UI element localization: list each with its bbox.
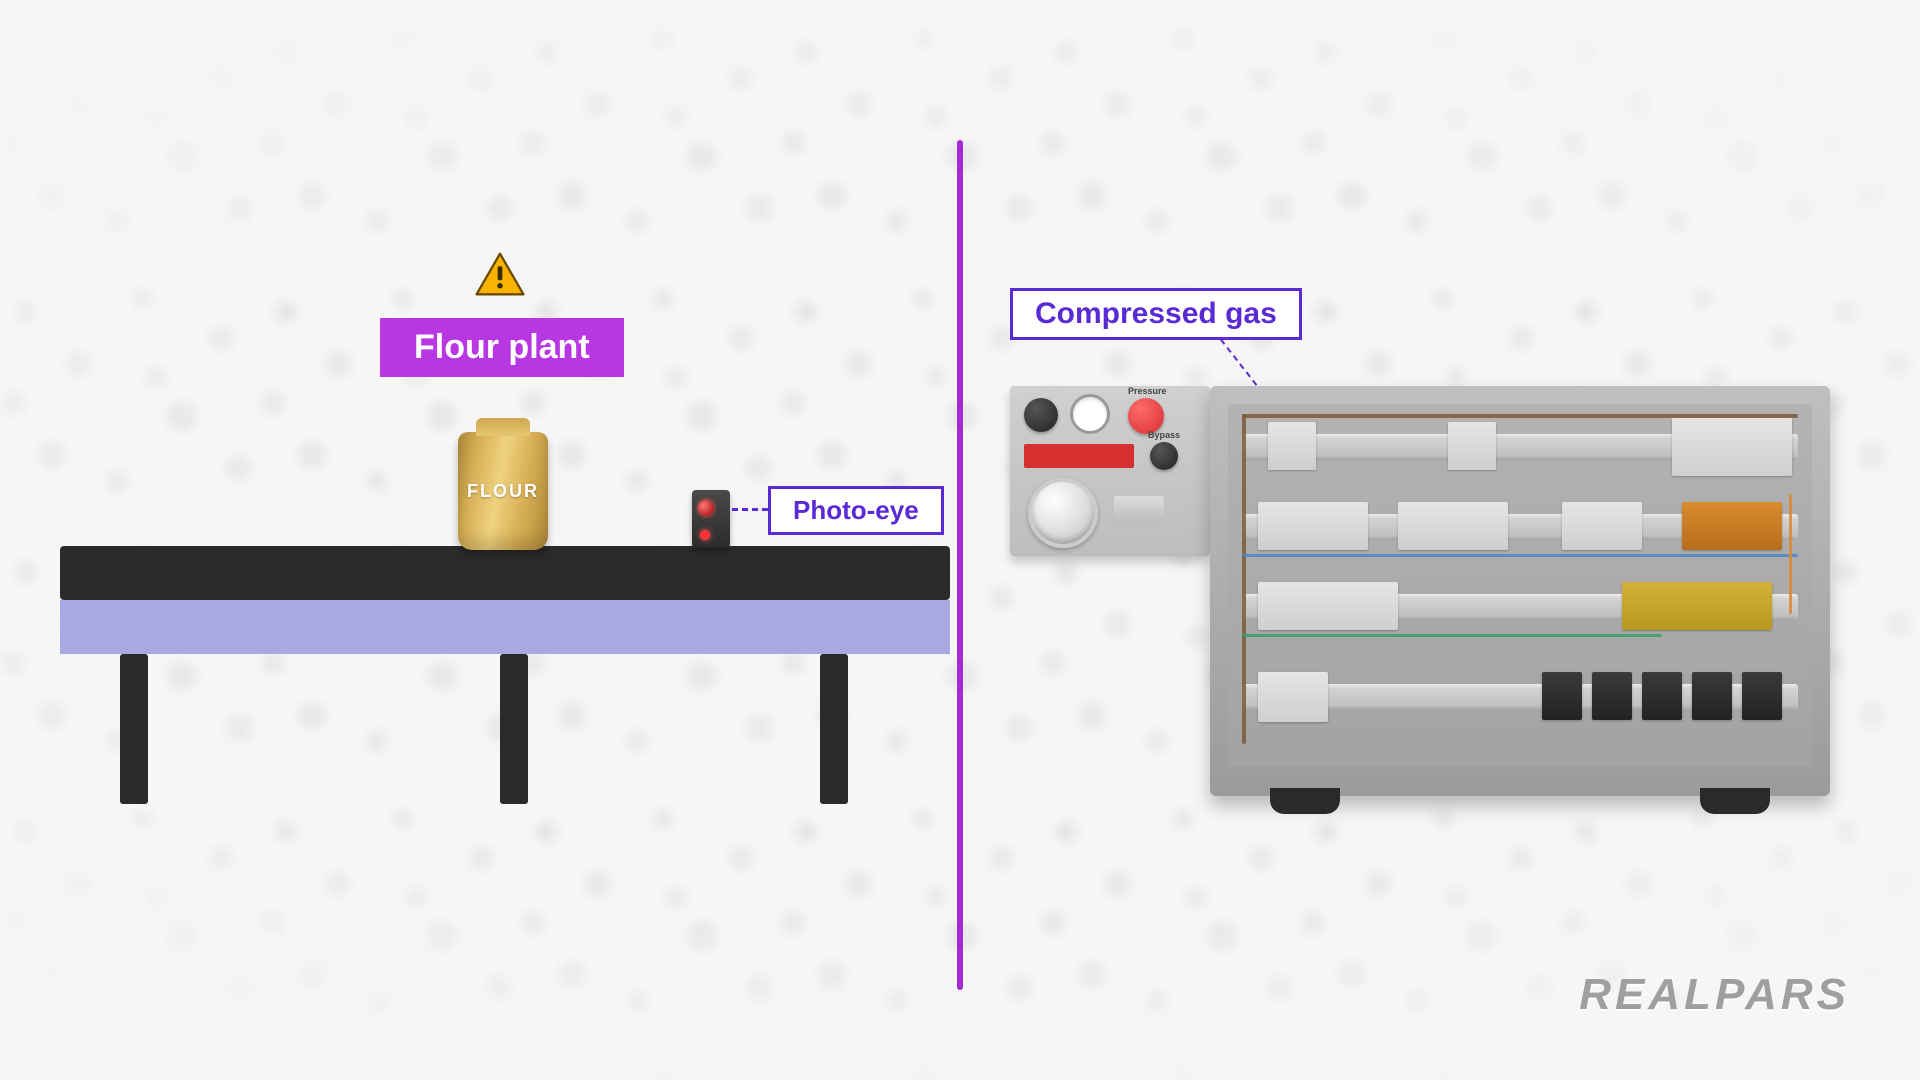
flour-plant-title: Flour plant xyxy=(380,318,624,377)
sensor-lens-icon xyxy=(698,500,714,516)
relay-module xyxy=(1592,672,1632,720)
compressed-gas-label: Compressed gas xyxy=(1010,288,1302,340)
terminal-block-orange xyxy=(1682,502,1782,550)
electrical-cabinet xyxy=(1210,386,1830,796)
center-divider xyxy=(957,140,963,990)
bypass-knob xyxy=(1150,442,1178,470)
wire xyxy=(1242,634,1662,637)
relay-module xyxy=(1542,672,1582,720)
warning-icon xyxy=(475,252,525,296)
photo-eye-label: Photo-eye xyxy=(768,486,944,535)
cabinet-foot xyxy=(1700,788,1770,814)
flour-bag: FLOUR xyxy=(458,432,548,550)
terminal-block xyxy=(1562,502,1642,550)
terminal-block xyxy=(1398,502,1508,550)
power-supply xyxy=(1258,672,1328,722)
terminal-block-yellow xyxy=(1622,582,1772,630)
conveyor-leg xyxy=(120,654,148,804)
pressure-gauge-icon xyxy=(1070,394,1110,434)
realpars-logo: REALPARS xyxy=(1579,970,1850,1020)
sensor-led-icon xyxy=(700,530,710,540)
conveyor-leg xyxy=(500,654,528,804)
panel-button-dark xyxy=(1024,398,1058,432)
plc-module xyxy=(1672,418,1792,476)
indicator-bar xyxy=(1024,444,1134,468)
panel-switch xyxy=(1114,496,1164,524)
wire xyxy=(1242,554,1798,557)
control-panel: Pressure Bypass xyxy=(1010,386,1210,556)
pressure-button xyxy=(1128,398,1164,434)
conveyor-underlayer xyxy=(60,600,950,654)
photo-eye-leader xyxy=(732,508,768,511)
cabinet-interior xyxy=(1228,404,1812,766)
conveyor-leg xyxy=(820,654,848,804)
breaker-module xyxy=(1448,422,1496,470)
conveyor-belt xyxy=(60,546,950,600)
relay-module xyxy=(1642,672,1682,720)
main-knob xyxy=(1028,478,1098,548)
terminal-block xyxy=(1258,582,1398,630)
wire xyxy=(1242,414,1798,418)
wire xyxy=(1789,494,1792,614)
diagram-stage: Flour plant FLOUR Photo-eye Compressed g… xyxy=(0,0,1920,1080)
bypass-text: Bypass xyxy=(1148,430,1180,440)
cabinet-foot xyxy=(1270,788,1340,814)
terminal-block xyxy=(1258,502,1368,550)
relay-module xyxy=(1742,672,1782,720)
relay-module xyxy=(1692,672,1732,720)
flour-bag-label: FLOUR xyxy=(458,432,548,550)
wire xyxy=(1242,414,1246,744)
breaker-module xyxy=(1268,422,1316,470)
pressure-text: Pressure xyxy=(1128,386,1167,396)
photo-eye-sensor xyxy=(692,490,730,548)
